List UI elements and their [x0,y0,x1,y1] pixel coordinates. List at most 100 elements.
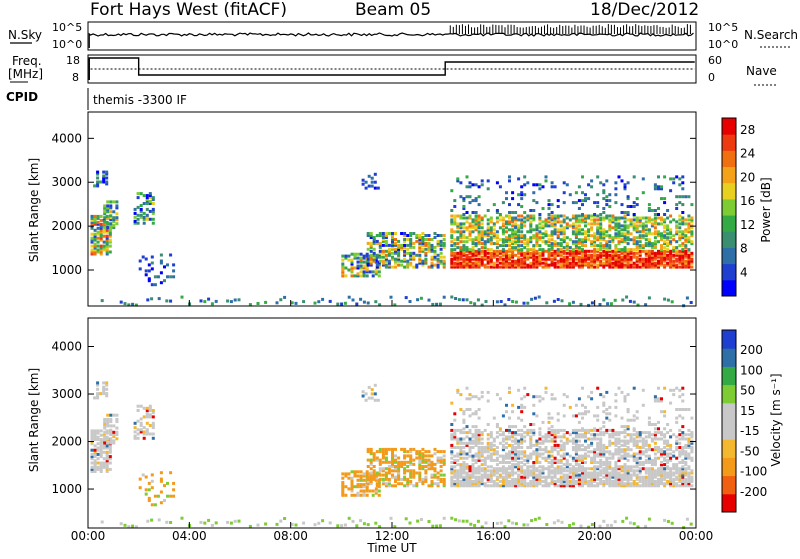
velocity-cell [514,463,518,467]
velocity-cell [442,516,446,520]
power-cell [477,249,481,253]
power-cell [641,226,645,230]
power-cell [436,234,440,237]
velocity-cell [529,484,533,488]
velocity-cell [477,456,481,460]
power-cell [471,257,475,261]
power-cell [684,249,688,253]
velocity-cell [366,477,370,481]
power-cell [678,183,682,187]
velocity-cell [136,404,140,408]
velocity-cell [553,480,557,483]
velocity-cell [626,408,630,411]
velocity-cell [412,447,416,451]
velocity-cell [611,441,615,445]
power-cell [90,238,94,242]
velocity-cell [133,426,137,430]
velocity-cell [483,469,487,473]
velocity-cell [112,424,116,428]
velocity-cell [626,454,630,458]
velocity-cell [608,471,612,475]
velocity-cell [387,484,391,488]
power-cell [565,265,569,269]
power-cell [456,263,460,267]
power-cell [559,259,563,263]
velocity-cell [145,421,149,425]
power-cell [599,238,603,242]
velocity-cell [690,477,694,481]
power-cell [99,238,103,242]
velocity-cell [105,444,109,448]
velocity-cell [553,435,557,439]
power-cell [532,216,536,220]
velocity-cell [553,469,557,473]
power-cell [465,246,469,250]
velocity-cell [547,473,551,477]
power-cell [638,249,642,253]
velocity-cell [641,477,645,481]
velocity-cell [387,480,391,483]
velocity-cell [471,469,475,473]
power-cell [474,226,478,230]
velocity-cell [614,477,618,481]
power-cell [424,257,428,261]
velocity-cell [465,431,469,435]
power-cell [508,175,511,179]
velocity-cell [489,446,493,449]
power-cell [511,211,515,214]
power-cell [535,234,539,238]
velocity-cell [105,459,109,463]
velocity-cell [366,465,370,468]
velocity-cell [626,446,630,449]
velocity-cell [678,446,682,449]
velocity-cell [492,482,496,486]
power-cell [562,236,566,240]
power-cell [471,253,475,257]
power-cell [584,224,587,228]
velocity-cell [650,461,654,464]
power-cell [608,214,612,218]
power-cell [508,249,511,253]
velocity-cell [608,475,612,479]
velocity-cell [436,450,440,454]
power-cell [541,253,545,257]
power-cell [608,226,612,230]
velocity-cell [544,439,548,443]
velocity-cell [283,517,287,520]
velocity-cell [495,484,499,488]
velocity-cell [626,418,630,422]
velocity-cell [623,456,627,460]
velocity-cell [511,443,515,447]
power-cell [617,257,621,261]
velocity-cell [340,524,344,528]
velocity-cell [556,477,560,481]
velocity-cell [690,433,694,437]
power-cell [350,262,354,266]
velocity-cell [644,454,648,458]
velocity-cell [571,414,575,418]
velocity-cell [459,465,463,469]
velocity-cell [391,484,394,488]
power-cell [453,242,457,246]
power-cell [169,253,173,257]
power-cell [387,253,391,257]
velocity-cell [623,452,627,456]
velocity-cell [526,461,530,464]
velocity-cell [596,477,600,481]
power-cell [109,206,113,210]
velocity-cell [574,441,578,445]
velocity-cell [511,410,515,414]
velocity-cell [180,516,184,520]
power-cell [378,255,382,259]
power-cell [577,214,581,218]
power-cell [608,261,612,265]
power-cell [553,257,557,261]
velocity-cell [581,480,584,483]
velocity-cell [453,469,457,473]
power-cell [433,236,437,239]
velocity-cell [370,388,374,392]
velocity-cell [90,429,94,433]
power-cell [418,243,422,247]
velocity-cell [608,405,612,409]
